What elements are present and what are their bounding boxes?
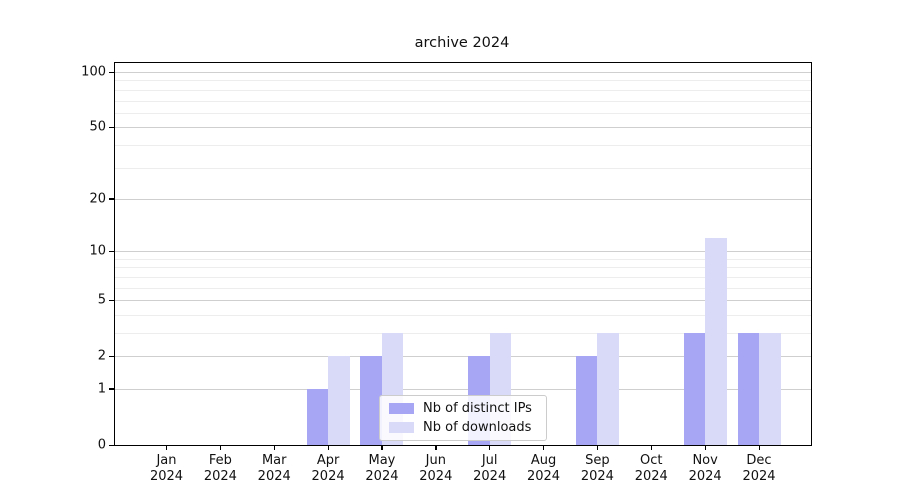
bar-distinct-ips-may bbox=[360, 356, 382, 445]
x-tick-label-jun: Jun 2024 bbox=[419, 453, 453, 485]
gridline-major-20 bbox=[115, 198, 811, 200]
legend-item-distinct-ips: Nb of distinct IPs bbox=[389, 401, 537, 416]
bar-downloads-apr bbox=[328, 356, 350, 445]
gridline-minor bbox=[115, 89, 811, 91]
x-tick-mark-jan bbox=[166, 445, 168, 450]
bar-distinct-ips-dec bbox=[737, 332, 759, 445]
gridline-minor bbox=[115, 258, 811, 260]
gridline-minor bbox=[115, 314, 811, 316]
x-tick-label-jul: Jul 2024 bbox=[473, 453, 507, 485]
gridline-major-1 bbox=[115, 388, 811, 390]
gridline-minor bbox=[115, 167, 811, 169]
legend-swatch-distinct-ips bbox=[389, 403, 414, 414]
x-tick-mark-dec bbox=[758, 445, 760, 450]
x-tick-mark-may bbox=[381, 445, 383, 450]
gridline-major-100 bbox=[115, 72, 811, 74]
x-tick-mark-nov bbox=[704, 445, 706, 450]
bar-distinct-ips-apr bbox=[306, 388, 329, 445]
x-tick-label-sep: Sep 2024 bbox=[580, 453, 614, 485]
legend-item-downloads: Nb of downloads bbox=[389, 420, 537, 435]
legend-swatch-downloads bbox=[389, 422, 414, 433]
x-tick-label-nov: Nov 2024 bbox=[688, 453, 722, 485]
legend-label-downloads: Nb of downloads bbox=[423, 420, 532, 435]
chart-title: archive 2024 bbox=[414, 35, 510, 51]
x-tick-label-may: May 2024 bbox=[365, 453, 399, 485]
y-tick-label-2: 2 bbox=[97, 348, 106, 364]
plot-area: Nb of distinct IPs Nb of downloads 0 1 2 5 1… bbox=[81, 62, 812, 484]
gridline-minor bbox=[115, 267, 811, 269]
gridline-minor bbox=[115, 332, 811, 334]
gridline-minor bbox=[115, 100, 811, 102]
gridline-minor bbox=[115, 287, 811, 289]
x-tick-label-oct: Oct 2024 bbox=[634, 453, 668, 485]
x-tick-mark-oct bbox=[650, 445, 653, 450]
x-tick-label-mar: Mar 2024 bbox=[257, 453, 291, 485]
x-tick-label-feb: Feb 2024 bbox=[203, 453, 237, 485]
y-tick-mark-100 bbox=[109, 71, 115, 73]
y-tick-mark-0 bbox=[109, 444, 115, 446]
y-tick-label-10: 10 bbox=[89, 243, 106, 259]
x-tick-label-jan: Jan 2024 bbox=[149, 453, 184, 485]
gridline-minor bbox=[115, 112, 811, 114]
y-tick-label-20: 20 bbox=[89, 191, 106, 207]
y-tick-mark-50 bbox=[109, 126, 115, 129]
gridline-major-5 bbox=[115, 300, 811, 302]
bar-downloads-sep bbox=[597, 332, 619, 445]
y-tick-mark-5 bbox=[109, 299, 115, 301]
bar-downloads-dec bbox=[759, 332, 781, 445]
x-tick-label-dec: Dec 2024 bbox=[742, 453, 776, 485]
x-tick-label-aug: Aug 2024 bbox=[526, 453, 561, 485]
legend-label-distinct-ips: Nb of distinct IPs bbox=[423, 401, 532, 416]
x-tick-mark-jun bbox=[435, 445, 437, 450]
y-tick-mark-1 bbox=[109, 388, 115, 390]
x-tick-mark-mar bbox=[273, 445, 276, 450]
gridline-minor bbox=[115, 80, 811, 82]
y-tick-label-0: 0 bbox=[97, 437, 106, 453]
gridline-minor bbox=[115, 144, 811, 146]
y-tick-mark-10 bbox=[109, 250, 115, 253]
y-tick-label-50: 50 bbox=[89, 119, 106, 135]
bar-downloads-nov bbox=[705, 237, 727, 445]
y-tick-label-100: 100 bbox=[81, 64, 106, 80]
gridline-minor bbox=[115, 276, 811, 278]
y-tick-mark-2 bbox=[109, 355, 115, 358]
x-tick-mark-aug bbox=[543, 445, 545, 450]
y-tick-label-5: 5 bbox=[97, 292, 106, 308]
gridline-major-2 bbox=[115, 356, 811, 358]
bar-distinct-ips-nov bbox=[683, 332, 706, 445]
bar-distinct-ips-sep bbox=[575, 356, 598, 445]
x-tick-mark-sep bbox=[596, 445, 599, 450]
gridline-major-10 bbox=[115, 251, 811, 253]
y-tick-mark-20 bbox=[109, 198, 115, 200]
x-tick-label-apr: Apr 2024 bbox=[311, 453, 345, 485]
x-tick-mark-feb bbox=[219, 445, 222, 450]
x-tick-mark-apr bbox=[327, 445, 329, 450]
x-tick-mark-jul bbox=[489, 445, 491, 450]
y-tick-label-1: 1 bbox=[97, 381, 106, 397]
gridline-major-50 bbox=[115, 127, 811, 129]
legend: Nb of distinct IPs Nb of downloads bbox=[379, 395, 547, 441]
